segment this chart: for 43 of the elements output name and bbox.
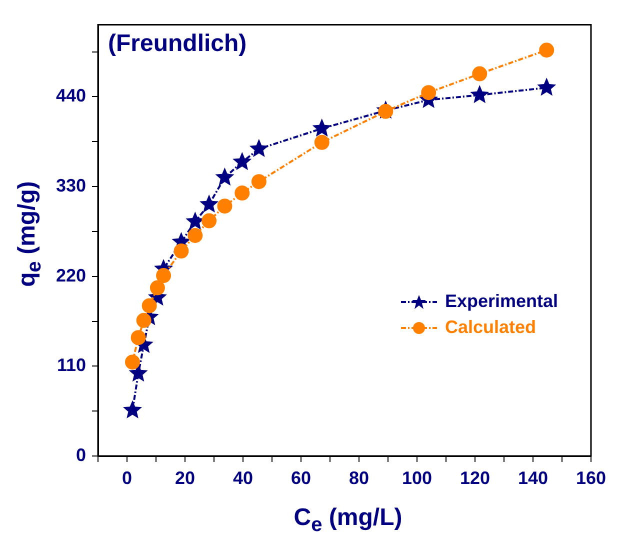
x-tick-label: 160 — [576, 468, 606, 488]
point — [234, 186, 250, 201]
point — [232, 152, 252, 170]
point — [123, 400, 142, 418]
point — [217, 198, 232, 214]
x-tick-label: 60 — [290, 468, 312, 488]
point — [174, 244, 189, 259]
point — [156, 268, 172, 284]
point — [136, 312, 152, 328]
x-tick-label: 0 — [122, 468, 132, 488]
x-tick-label: 20 — [174, 468, 196, 488]
point — [312, 118, 332, 137]
point — [125, 354, 140, 370]
point — [314, 134, 330, 150]
point — [188, 228, 203, 243]
point — [130, 330, 146, 346]
point — [472, 66, 488, 82]
x-tick-label: 120 — [460, 468, 490, 488]
x-tick-label: 140 — [518, 468, 548, 488]
point — [142, 298, 157, 314]
point — [537, 78, 556, 96]
point — [421, 85, 436, 100]
y-tick-label: 110 — [56, 355, 86, 376]
y-tick-label: 440 — [56, 86, 86, 106]
legend-label: Calculated — [444, 317, 536, 337]
point — [215, 168, 234, 186]
point — [200, 194, 219, 213]
point — [378, 104, 394, 119]
y-tick-label: 0 — [76, 444, 86, 465]
x-axis-title: C$_{e}$ (mg/L) — [292, 504, 404, 537]
point — [202, 213, 217, 228]
y-tick-label: 220 — [56, 265, 86, 286]
chart-title: (Freundlich) — [108, 30, 247, 58]
point — [470, 85, 490, 104]
point — [539, 42, 554, 58]
x-tick-label: 40 — [232, 468, 254, 488]
y-tick-label: 330 — [56, 175, 86, 196]
point — [249, 138, 268, 158]
x-tick-label: 100 — [402, 468, 432, 488]
point — [251, 174, 266, 190]
legend-label: Experimental — [444, 291, 558, 311]
x-tick-label: 80 — [348, 468, 370, 488]
point — [150, 280, 165, 296]
